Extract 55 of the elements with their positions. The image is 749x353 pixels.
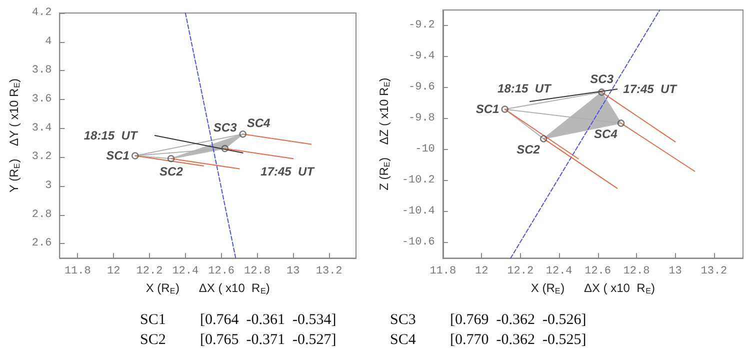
text: [0.769 -0.362 -0.526]	[450, 311, 588, 330]
annotation: SC2	[516, 142, 540, 157]
annotation: 17:45 UT	[260, 164, 316, 179]
text: SC2	[140, 331, 167, 350]
x-tick-label: 11.8	[430, 266, 456, 278]
text: SC1	[140, 311, 167, 330]
y-tick-label: -9.6	[408, 82, 435, 94]
annotation: SC4	[246, 116, 271, 130]
y-tick-label: -9.4	[408, 50, 436, 63]
x-tick-label: 12.4	[546, 266, 573, 278]
x-tick-label: 12.8	[244, 266, 270, 278]
y-tick-label: 2.8	[32, 208, 52, 221]
y-tick-label: 2.6	[32, 238, 52, 250]
text: [0.770 -0.362 -0.525]	[450, 331, 588, 350]
y-tick-label: -9.2	[408, 20, 435, 32]
x-tick-label: 12.6	[208, 266, 235, 278]
y-tick-label: -9.8	[408, 112, 435, 125]
y-tick-label: 3.2	[32, 151, 52, 164]
y-tick-label: 4.2	[32, 7, 52, 19]
x-tick-label: 13.2	[700, 266, 728, 278]
y-axis-title: Y (RE) ΔY ( x10 RE)	[7, 78, 22, 192]
text: [0.764 -0.361 -0.534]	[200, 311, 338, 330]
text: SC4	[390, 331, 417, 350]
x-tick-label: 12	[106, 266, 120, 278]
annotation: SC2	[160, 164, 184, 179]
x-tick-label: 12.4	[172, 266, 200, 278]
y-tick-label: 3.6	[32, 94, 52, 106]
annotation: SC3	[213, 120, 238, 135]
x-tick-label: 12.6	[584, 266, 611, 278]
annotation: SC3	[590, 72, 614, 86]
annotation: 18:15 UT	[498, 81, 553, 96]
x-tick-label: 13	[286, 266, 300, 278]
y-tick-label: -10.4	[402, 206, 436, 218]
annotation: 17:45 UT	[623, 82, 678, 96]
text: [0.765 -0.371 -0.527]	[200, 331, 338, 350]
y-tick-label: -10.6	[402, 236, 435, 249]
x-tick-label: 12.2	[507, 266, 534, 278]
annotation: 18:15 UT	[84, 128, 139, 143]
annotation: SC4	[594, 127, 618, 142]
x-tick-label: 13	[668, 266, 682, 278]
x-tick-label: 11.8	[64, 266, 91, 278]
annotation: SC1	[476, 102, 500, 116]
y-tick-label: -10.2	[402, 174, 435, 187]
y-tick-label: 3	[45, 180, 52, 192]
annotation: SC1	[106, 148, 130, 163]
y-tick-label: 3.8	[32, 64, 52, 77]
y-axis-title: Z (RE) ΔZ ( x10 RE)	[377, 78, 392, 190]
x-tick-label: 12.2	[136, 266, 163, 278]
y-tick-label: 3.4	[32, 122, 52, 134]
text: SC3	[390, 311, 417, 330]
x-tick-label: 12.8	[623, 266, 650, 278]
x-tick-label: 12	[475, 266, 488, 278]
y-tick-label: -10	[415, 144, 435, 156]
y-tick-label: 4	[45, 36, 52, 48]
x-tick-label: 13.2	[316, 266, 342, 278]
